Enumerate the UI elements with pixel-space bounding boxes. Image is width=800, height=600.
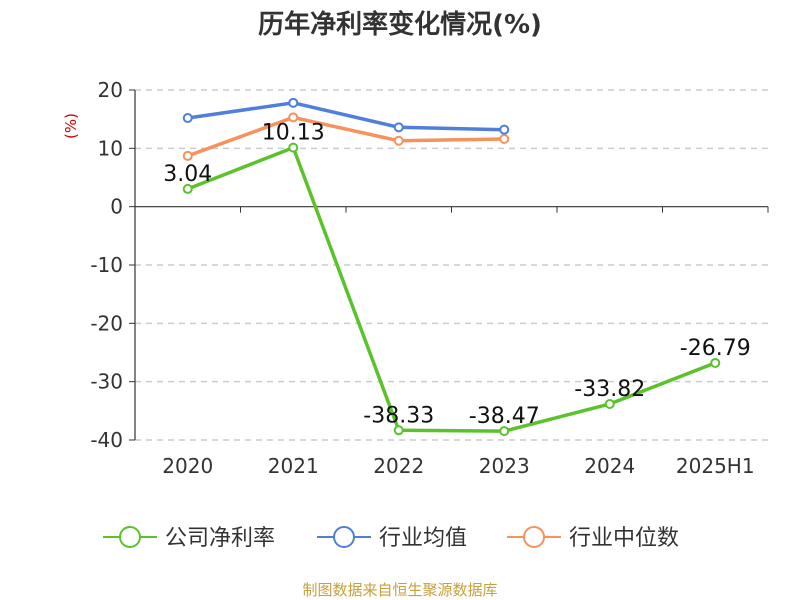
chart-title: 历年净利率变化情况(%): [258, 9, 542, 40]
series-line: [187, 101, 505, 132]
legend-item[interactable]: 行业中位数: [507, 526, 679, 551]
source-note: 制图数据来自恒生聚源数据库: [302, 581, 497, 599]
x-tick-label: 2021: [268, 454, 319, 478]
y-tick-label: -10: [90, 253, 123, 277]
data-point: [393, 135, 404, 146]
data-point: [288, 97, 299, 108]
legend-marker: [333, 526, 355, 548]
series-line: [187, 115, 505, 158]
legend-marker: [119, 526, 141, 548]
y-axis-label: (%): [62, 113, 80, 139]
legend-item[interactable]: 公司净利率: [103, 526, 275, 551]
data-point: [393, 122, 404, 133]
data-point: [499, 124, 510, 135]
x-tick-label: 2023: [479, 454, 530, 478]
data-point: [182, 183, 193, 194]
x-tick-label: 2020: [162, 454, 213, 478]
data-label: -33.82: [574, 377, 645, 402]
legend-label: 行业中位数: [569, 526, 679, 551]
grid-lines: [135, 89, 768, 441]
data-label: 3.04: [163, 162, 212, 187]
y-tick-label: -30: [90, 370, 123, 394]
y-tick-label: 10: [98, 136, 123, 160]
data-label: -38.47: [469, 404, 540, 429]
data-point: [499, 426, 510, 437]
y-tick-label: 20: [98, 78, 123, 102]
data-point: [710, 357, 721, 368]
data-point: [288, 142, 299, 153]
series-line: [187, 145, 716, 433]
x-tick-label: 2024: [584, 454, 635, 478]
data-label: 10.13: [262, 121, 325, 146]
legend-item[interactable]: 行业均值: [317, 526, 467, 551]
x-tick-label: 2022: [373, 454, 424, 478]
x-tick-label: 2025H1: [676, 454, 755, 478]
legend-label: 行业均值: [379, 526, 467, 551]
data-point: [288, 112, 299, 123]
data-label: -26.79: [680, 336, 751, 361]
axes: 20 10 0 -10 -20 -30 -40 2020 2021 2022 2023 2024 202…: [90, 78, 769, 478]
data-point: [499, 134, 510, 144]
data-point: [393, 425, 404, 436]
y-tick-label: -40: [90, 428, 123, 452]
legend-label: 公司净利率: [165, 526, 275, 551]
y-tick-label: -20: [90, 311, 123, 335]
y-tick-label: 0: [110, 195, 123, 219]
data-label: -38.33: [363, 403, 434, 428]
series-lines: [182, 97, 721, 437]
data-point: [182, 113, 193, 123]
data-point: [604, 398, 615, 409]
legend[interactable]: 公司净利率 行业均值 行业中位数: [103, 526, 679, 551]
data-point: [182, 150, 193, 161]
legend-marker: [523, 526, 545, 548]
data-labels: 3.04 10.13 -38.33 -38.47 -33.82 -26.79: [163, 121, 750, 430]
